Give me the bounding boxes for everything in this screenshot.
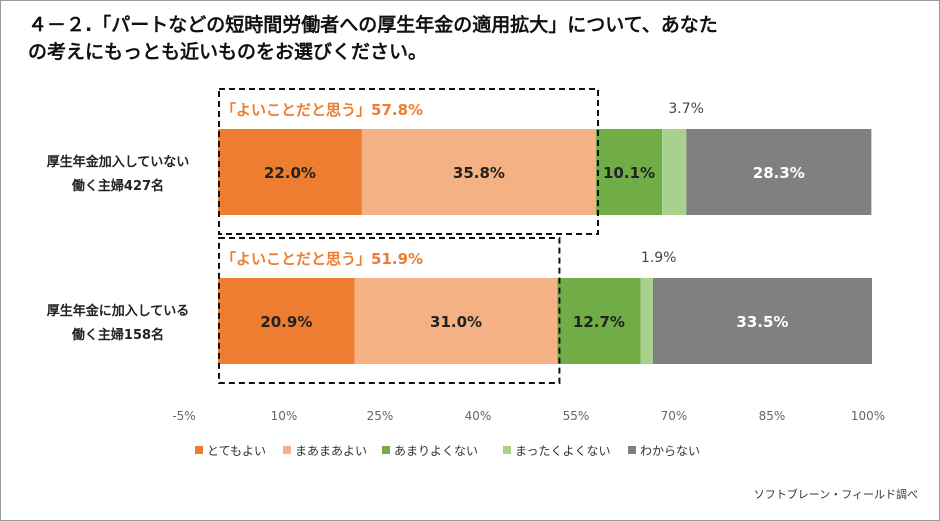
title-line-1: ４－２.「パートなどの短時間労働者への厚生年金の適用拡大」について、あなた (28, 14, 718, 36)
legend-label: まあまあよい (295, 444, 367, 458)
legend-swatch (628, 446, 636, 454)
source-note: ソフトブレーン・フィールド調べ (753, 488, 918, 501)
legend-swatch (195, 446, 203, 454)
data-label: 35.8% (453, 164, 505, 182)
bar-segment (662, 129, 687, 215)
callouts-group: 「よいことだと思う」57.8%「よいことだと思う」51.9% (218, 88, 600, 384)
x-tick-label: 40% (465, 409, 492, 423)
bar-segment (557, 278, 641, 364)
x-tick-label: 10% (271, 409, 298, 423)
legend-swatch (503, 446, 511, 454)
data-label: 22.0% (264, 164, 316, 182)
data-label: 12.7% (573, 313, 625, 331)
data-label: 10.1% (603, 164, 655, 182)
x-tick-label: 55% (563, 409, 590, 423)
bar-segment (354, 278, 558, 364)
title-line-2: の考えにもっとも近いものをお選びください。 (28, 41, 428, 63)
x-tick-label: 85% (759, 409, 786, 423)
legend-label: あまりよくない (394, 444, 478, 458)
data-label: 28.3% (753, 164, 805, 182)
callout-label: 「よいことだと思う」51.9% (221, 250, 423, 268)
category-label: 厚生年金加入していない働く主婦427名 (47, 154, 190, 194)
bars-group: 厚生年金加入していない働く主婦427名 22.0% 35.8% 10.1% 3.7% 28… (47, 101, 872, 364)
callout-prefix: 「よいことだと思う」 (221, 250, 371, 268)
legend-label: とてもよい (207, 444, 266, 458)
legend-swatch (283, 446, 291, 454)
legend-swatch (382, 446, 390, 454)
legend-label: まったくよくない (515, 444, 611, 458)
x-tick-label: 100% (851, 409, 885, 423)
data-label: 33.5% (736, 313, 788, 331)
data-label: 1.9% (641, 250, 677, 266)
callout-value: 51.9% (371, 250, 423, 268)
chart-title: ４－２.「パートなどの短時間労働者への厚生年金の適用拡大」について、あなた の考… (28, 12, 908, 66)
callout-prefix: 「よいことだと思う」 (221, 101, 371, 119)
callout-box (218, 237, 561, 384)
bar-segment (218, 278, 355, 364)
data-label: 20.9% (260, 313, 312, 331)
callout-label: 「よいことだと思う」57.8% (221, 101, 423, 119)
bar-segment (640, 278, 653, 364)
data-label: 31.0% (430, 313, 482, 331)
callout-value: 57.8% (371, 101, 423, 119)
legend-label: わからない (640, 444, 700, 458)
category-label-line: 働く主婦158名 (71, 327, 164, 343)
legend: とてもよい まあまあよい あまりよくない まったくよくない わからない (195, 444, 700, 458)
data-label: 3.7% (668, 101, 704, 117)
category-label-line: 働く主婦427名 (71, 178, 164, 194)
x-tick-label: 70% (661, 409, 688, 423)
category-label-line: 厚生年金加入していない (47, 154, 190, 170)
bar-segment (361, 129, 597, 215)
x-tick-label: 25% (367, 409, 394, 423)
x-tick-label: -5% (172, 409, 195, 423)
callout-box (218, 88, 600, 235)
bar-segment (596, 129, 663, 215)
bar-segment (686, 129, 872, 215)
bar-segment (652, 278, 872, 364)
category-label: 厚生年金に加入している働く主婦158名 (47, 303, 190, 343)
x-axis-ticks: -5% 10% 25% 40% 55% 70% 85% 100% (172, 409, 885, 423)
bar-segment (218, 129, 362, 215)
category-label-line: 厚生年金に加入している (47, 303, 190, 319)
